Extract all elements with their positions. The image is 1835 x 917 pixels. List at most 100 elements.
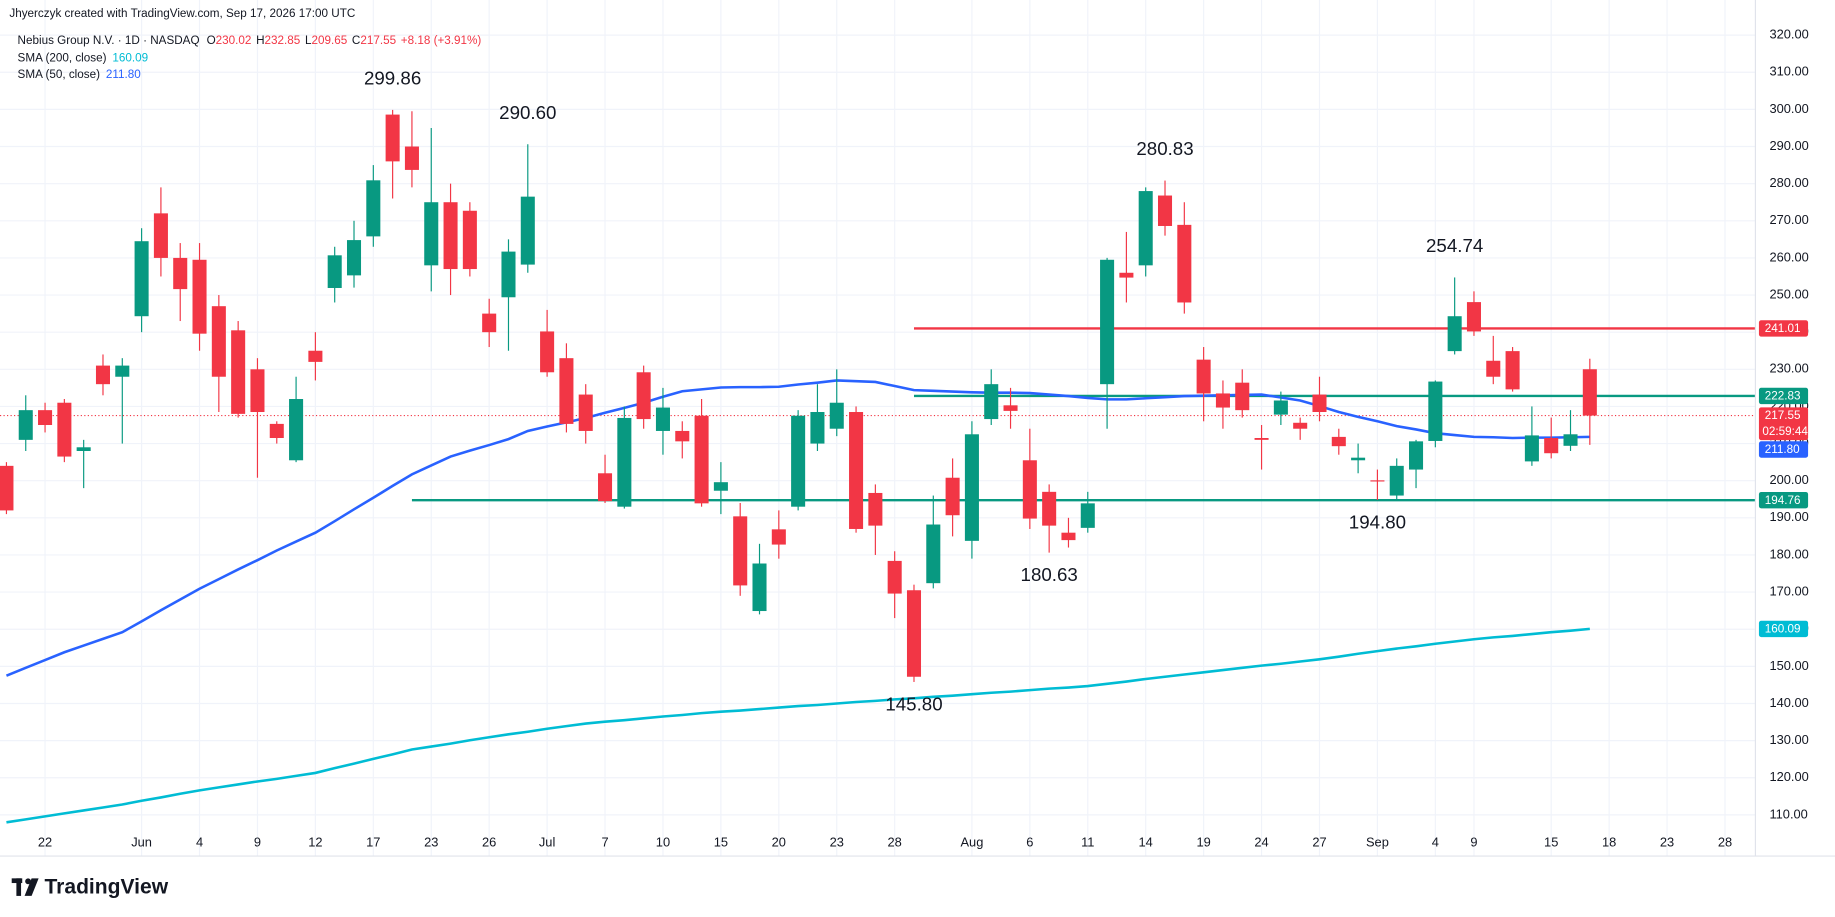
- x-tick-label: 23: [424, 835, 438, 850]
- candle-body: [327, 255, 342, 288]
- x-tick-label: 9: [1470, 835, 1477, 850]
- ohlc-value: 217.55: [360, 34, 396, 47]
- candle-body: [1100, 259, 1115, 385]
- candle-body: [1582, 369, 1597, 416]
- overlay: 299.86 290.60 280.83 254.74 145.80 180.63 194.…: [364, 67, 1483, 714]
- candle-body: [520, 196, 535, 265]
- candle-body: [636, 372, 651, 420]
- x-tick-label: Jun: [131, 835, 152, 850]
- symbol: Nebius Group N.V. · 1D · NASDAQ: [18, 34, 200, 47]
- annotation: 145.80: [885, 693, 942, 714]
- x-tick-label: 27: [1312, 835, 1326, 850]
- candle-body: [926, 524, 941, 584]
- candle-body: [675, 430, 690, 442]
- x-tick-label: 14: [1139, 835, 1153, 850]
- x-tick-label: 26: [482, 835, 496, 850]
- candle-body: [694, 415, 709, 504]
- candle-body: [1505, 351, 1520, 390]
- candle-body: [0, 465, 14, 511]
- candle-body: [1544, 438, 1559, 454]
- candle-body: [269, 423, 284, 439]
- candle-body: [462, 210, 477, 270]
- price-tag-label: 241.01: [1765, 322, 1801, 335]
- candle-body: [1312, 394, 1327, 413]
- y-tick-label: 290.00: [1769, 138, 1808, 153]
- indicator-name: SMA (50, close): [18, 68, 101, 81]
- annotation: 290.60: [499, 102, 556, 123]
- x-tick-label: 4: [196, 835, 203, 850]
- candle-body: [57, 402, 72, 457]
- candle-body: [849, 412, 864, 529]
- x-tick-label: 6: [1026, 835, 1033, 850]
- candle-body: [1042, 491, 1057, 526]
- candle-body: [38, 410, 53, 426]
- candle-body: [829, 402, 844, 429]
- candle-body: [791, 415, 806, 507]
- plot-area: [0, 0, 1756, 857]
- x-tick-label: 18: [1602, 835, 1616, 850]
- candle-body: [115, 365, 130, 377]
- price-tag: [1758, 620, 1809, 638]
- x-tick-label: 22: [38, 835, 52, 850]
- x-tick-label: 10: [656, 835, 670, 850]
- y-tick-label: 110.00: [1769, 806, 1807, 821]
- candle-body: [1177, 224, 1192, 303]
- ohlc-key: C: [352, 34, 360, 47]
- change: +8.18 (+3.91%): [401, 34, 482, 47]
- candle-body: [733, 516, 748, 586]
- candle-body: [385, 114, 400, 162]
- candle-body: [211, 306, 226, 377]
- x-tick-label: Sep: [1366, 835, 1389, 850]
- price-tag-label: 194.76: [1765, 494, 1801, 507]
- candle-body: [1486, 360, 1501, 377]
- ohlc-value: 209.65: [311, 34, 347, 47]
- ohlc-key: H: [256, 34, 264, 47]
- candle-body: [1003, 405, 1018, 411]
- candle-body: [1022, 460, 1037, 519]
- candle-body: [1157, 195, 1173, 226]
- candle-body: [424, 202, 439, 266]
- candle-body: [810, 412, 825, 444]
- logo: TradingView: [11, 875, 169, 898]
- candle-body: [443, 202, 458, 270]
- candle-body: [1254, 438, 1269, 440]
- x-tick-label: Jul: [539, 835, 555, 850]
- candle-body: [173, 257, 188, 290]
- ohlc-value: 230.02: [216, 34, 252, 47]
- candle-body: [231, 330, 246, 414]
- candle-body: [964, 434, 979, 541]
- candle-body: [366, 180, 381, 237]
- y-tick-label: 190.00: [1769, 509, 1808, 524]
- y-tick-label: 150.00: [1769, 658, 1808, 673]
- indicator-value: 160.09: [112, 52, 148, 65]
- ohlc-value: 232.85: [265, 34, 301, 47]
- candle-body: [250, 369, 265, 413]
- candle-body: [771, 529, 786, 545]
- candle-body: [713, 482, 728, 491]
- x-tick-label: 20: [772, 835, 786, 850]
- candle-body: [617, 417, 632, 507]
- price-tag: [1758, 441, 1809, 458]
- price-tag-label: 222.83: [1765, 390, 1801, 403]
- ohlc-key: O: [207, 34, 216, 47]
- candle-body: [1524, 435, 1539, 462]
- candle-body: [598, 473, 613, 502]
- y-tick-label: 120.00: [1769, 769, 1808, 784]
- x-tick-label: 9: [254, 835, 261, 850]
- candle-body: [1331, 436, 1346, 447]
- logo-icon: [24, 878, 39, 896]
- candle-body: [1235, 382, 1250, 411]
- candle-body: [1138, 191, 1153, 266]
- y-tick-label: 270.00: [1769, 212, 1808, 227]
- x-tick-label: 15: [1544, 835, 1558, 850]
- price-tag: [1758, 407, 1809, 441]
- candle-body: [346, 240, 362, 276]
- candle-body: [192, 259, 207, 334]
- logo-icon: [16, 878, 22, 896]
- y-tick-label: 140.00: [1769, 695, 1808, 710]
- candle-body: [1389, 465, 1404, 496]
- price-tag-label: 160.09: [1765, 623, 1801, 636]
- candle-body: [1215, 393, 1230, 408]
- candle-body: [501, 251, 516, 298]
